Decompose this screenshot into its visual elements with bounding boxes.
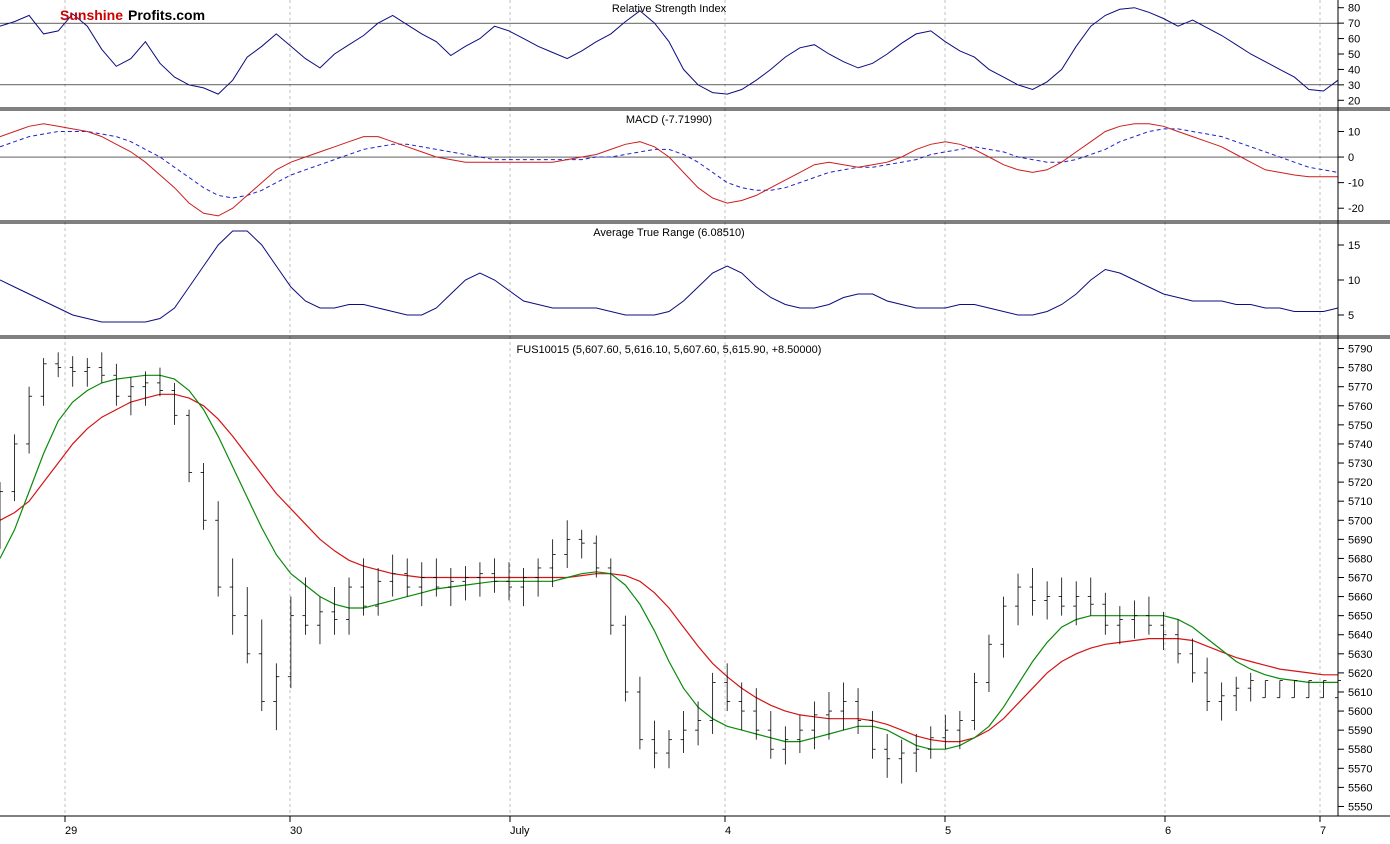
atr-line [0,231,1338,322]
svg-text:29: 29 [65,825,77,837]
svg-text:70: 70 [1348,18,1360,30]
rsi-title: Relative Strength Index [612,3,727,15]
svg-text:July: July [510,825,530,837]
svg-text:5590: 5590 [1348,725,1372,737]
svg-text:5660: 5660 [1348,592,1372,604]
svg-text:5610: 5610 [1348,687,1372,699]
svg-text:30: 30 [1348,80,1360,92]
ma-fast [0,375,1338,749]
svg-text:5600: 5600 [1348,706,1372,718]
svg-text:5580: 5580 [1348,744,1372,756]
svg-text:5760: 5760 [1348,401,1372,413]
svg-text:5690: 5690 [1348,534,1372,546]
svg-text:5: 5 [1348,310,1354,322]
svg-text:5670: 5670 [1348,573,1372,585]
svg-text:30: 30 [290,825,302,837]
svg-text:20: 20 [1348,95,1360,107]
svg-text:5700: 5700 [1348,515,1372,527]
macd-signal [0,129,1338,198]
svg-text:5720: 5720 [1348,477,1372,489]
svg-text:5: 5 [945,825,951,837]
ma-slow [0,394,1338,741]
svg-text:5740: 5740 [1348,439,1372,451]
svg-text:6: 6 [1165,825,1171,837]
svg-text:5630: 5630 [1348,649,1372,661]
macd-line [0,124,1338,216]
svg-text:5730: 5730 [1348,458,1372,470]
svg-text:80: 80 [1348,3,1360,15]
watermark-black: Profits.com [128,7,205,23]
svg-text:10: 10 [1348,126,1360,138]
macd-title: MACD (-7.71990) [626,114,712,126]
svg-text:60: 60 [1348,34,1360,46]
svg-text:4: 4 [725,825,731,837]
svg-text:5550: 5550 [1348,801,1372,813]
svg-text:-20: -20 [1348,203,1364,215]
svg-text:5710: 5710 [1348,496,1372,508]
svg-text:5560: 5560 [1348,782,1372,794]
svg-text:5620: 5620 [1348,668,1372,680]
svg-text:40: 40 [1348,64,1360,76]
svg-text:5640: 5640 [1348,630,1372,642]
svg-text:5650: 5650 [1348,611,1372,623]
svg-text:5770: 5770 [1348,382,1372,394]
svg-text:50: 50 [1348,49,1360,61]
atr-title: Average True Range (6.08510) [593,227,744,239]
svg-text:10: 10 [1348,275,1360,287]
multi-panel-chart: Relative Strength Index20304050607080MAC… [0,0,1390,844]
svg-text:5790: 5790 [1348,344,1372,356]
svg-text:0: 0 [1348,152,1354,164]
watermark-red: Sunshine [60,7,123,23]
svg-text:7: 7 [1320,825,1326,837]
svg-text:5780: 5780 [1348,363,1372,375]
svg-text:5570: 5570 [1348,763,1372,775]
price-title: FUS10015 (5,607.60, 5,616.10, 5,607.60, … [517,344,822,356]
svg-text:5680: 5680 [1348,553,1372,565]
svg-text:15: 15 [1348,240,1360,252]
svg-text:-10: -10 [1348,178,1364,190]
svg-text:5750: 5750 [1348,420,1372,432]
